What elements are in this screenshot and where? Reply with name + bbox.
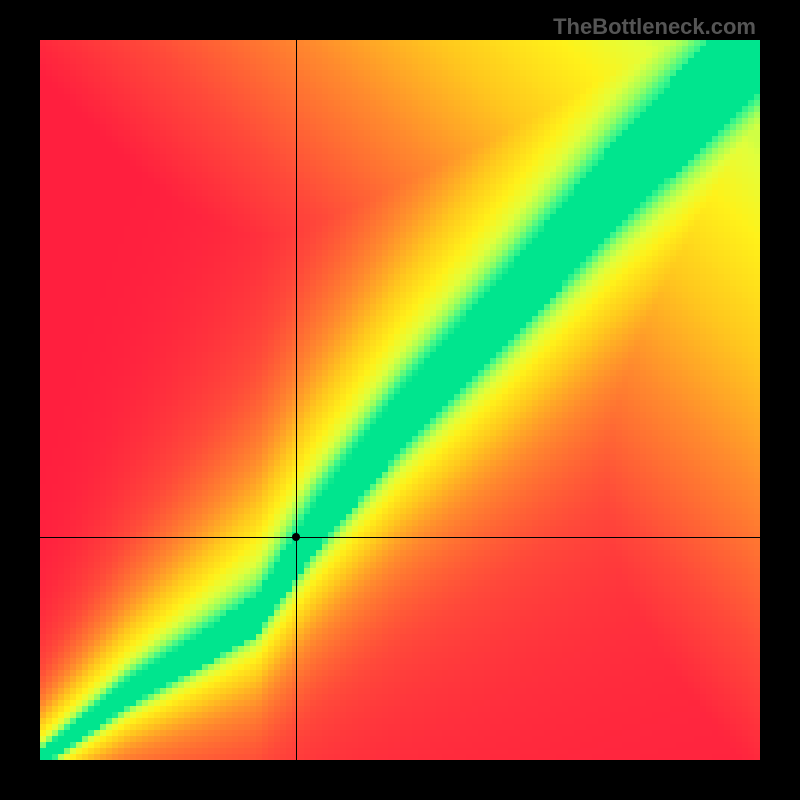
heatmap-canvas (40, 40, 760, 760)
watermark-text: TheBottleneck.com (553, 14, 756, 40)
heatmap-plot (40, 40, 760, 760)
